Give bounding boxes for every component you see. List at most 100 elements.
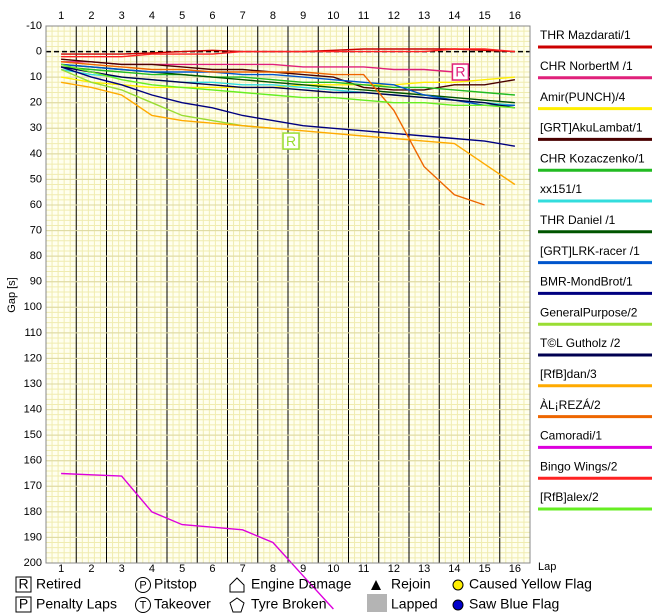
symbol-label: Rejoin [391, 576, 431, 592]
symbol-label: Saw Blue Flag [469, 596, 559, 612]
legend-label: CHR NorbertM /1 [540, 59, 633, 73]
legend-label: Camoradi/1 [540, 429, 602, 443]
y-tick-label: 160 [24, 455, 42, 467]
y-tick-label: -10 [26, 20, 42, 32]
symbol-label: Penalty Laps [36, 596, 117, 612]
icon-letter: P [19, 596, 28, 612]
series-line [60, 66, 516, 109]
x-tick-label: 2 [88, 563, 94, 575]
x-tick-label: 15 [479, 563, 491, 575]
symbol-legend: R Retired P Penalty Laps P Pitstop T Tak… [15, 576, 592, 613]
symbol-label: Lapped [391, 596, 438, 612]
x-tick-label: 7 [240, 10, 246, 22]
y-tick-label: 80 [30, 250, 42, 262]
y-tick-label: 200 [24, 557, 42, 569]
legend-label: THR Mazdarati/1 [540, 28, 631, 42]
icon-letter: T [140, 599, 147, 611]
legend-label: xx151/1 [540, 182, 582, 196]
legend-label: [RfB]dan/3 [540, 367, 597, 381]
y-tick-label: 150 [24, 429, 42, 441]
icon-lapped [367, 594, 387, 612]
x-tick-label: 8 [270, 563, 276, 575]
y-tick-label: 10 [30, 71, 42, 83]
major-grid [46, 25, 530, 564]
x-tick-label: 7 [240, 563, 246, 575]
x-tick-label: 15 [479, 10, 491, 22]
icon-blue [452, 599, 464, 611]
series-lines [60, 48, 516, 610]
legend-label: Bingo Wings/2 [540, 459, 618, 473]
legend-label: [GRT]LRK-racer /1 [540, 244, 640, 258]
x-tick-label: 14 [448, 563, 460, 575]
y-tick-label: 30 [30, 122, 42, 134]
y-tick-label: 110 [24, 327, 42, 339]
y-tick-label: 130 [24, 378, 42, 390]
x-tick-label: 4 [149, 10, 155, 22]
series-line [61, 63, 515, 106]
y-tick-label: 120 [24, 352, 42, 364]
x-tick-label: 10 [327, 10, 339, 22]
legend-label: [GRT]AkuLambat/1 [540, 121, 643, 135]
y-tick-label: 90 [30, 276, 42, 288]
icon-yellow [452, 579, 464, 591]
x-tick-label: 16 [509, 563, 521, 575]
symbol-label: Tyre Broken [251, 596, 326, 612]
icon-circle [135, 597, 151, 613]
y-tick-label: 20 [30, 97, 42, 109]
x-tick-label: 9 [300, 10, 306, 22]
series-line [61, 48, 515, 58]
x-tick-label: 13 [418, 563, 430, 575]
x-tick-label: 9 [300, 563, 306, 575]
x-tick-label: 4 [149, 563, 155, 575]
series-line [61, 61, 485, 206]
icon-box [15, 596, 32, 613]
x-tick-label: 11 [358, 10, 369, 22]
x-axis-label: Lap [538, 561, 556, 573]
series-line [61, 58, 516, 91]
icon-box [15, 576, 32, 593]
icon-circle [135, 577, 151, 593]
y-tick-label: 170 [24, 480, 42, 492]
x-tick-label: 6 [209, 10, 215, 22]
y-tick-label: 60 [30, 199, 42, 211]
x-tick-label: 13 [418, 10, 430, 22]
x-tick-label: 1 [58, 10, 64, 22]
legend-label: BMR-MondBrot/1 [540, 275, 633, 289]
y-tick-label: 180 [24, 506, 42, 518]
y-tick-label: 70 [30, 224, 42, 236]
symbol-label: Takeover [154, 596, 211, 612]
x-tick-label: 5 [179, 10, 185, 22]
y-tick-label: 0 [36, 45, 42, 57]
series-line [60, 66, 516, 147]
x-tick-label: 12 [388, 10, 400, 22]
series-line [60, 63, 515, 109]
retired-marker-label: R [286, 133, 296, 149]
legend-label: Amir(PUNCH)/4 [540, 90, 626, 104]
icon-letter: R [18, 576, 28, 592]
x-tick-label: 3 [119, 563, 125, 575]
legend-label: GeneralPurpose/2 [540, 305, 638, 319]
plot-frame [45, 25, 531, 564]
legend-label: [RfB]alex/2 [540, 490, 599, 504]
icon-letter: P [139, 579, 146, 591]
retired-marker [451, 63, 470, 81]
x-tick-label: 10 [327, 563, 339, 575]
legend-label: ÀL¡REZÁ/2 [540, 397, 601, 412]
x-tick-label: 6 [209, 563, 215, 575]
legend-label: THR Daniel /1 [540, 213, 616, 227]
y-axis-label: Gap [s] [6, 277, 18, 312]
x-tick-label: 8 [270, 10, 276, 22]
y-tick-label: 140 [24, 403, 42, 415]
x-tick-label: 14 [448, 10, 460, 22]
legend-label: T©L Gutholz /2 [540, 336, 621, 350]
x-tick-label: 12 [388, 563, 400, 575]
x-tick-label: 16 [509, 10, 521, 22]
series-line [60, 81, 516, 186]
y-tick-label: 40 [30, 148, 42, 160]
x-tick-label: 3 [119, 10, 125, 22]
y-tick-label: 100 [24, 301, 42, 313]
x-tick-label: 1 [58, 563, 64, 575]
x-tick-label: 2 [88, 10, 94, 22]
y-tick-label: 50 [30, 173, 42, 185]
